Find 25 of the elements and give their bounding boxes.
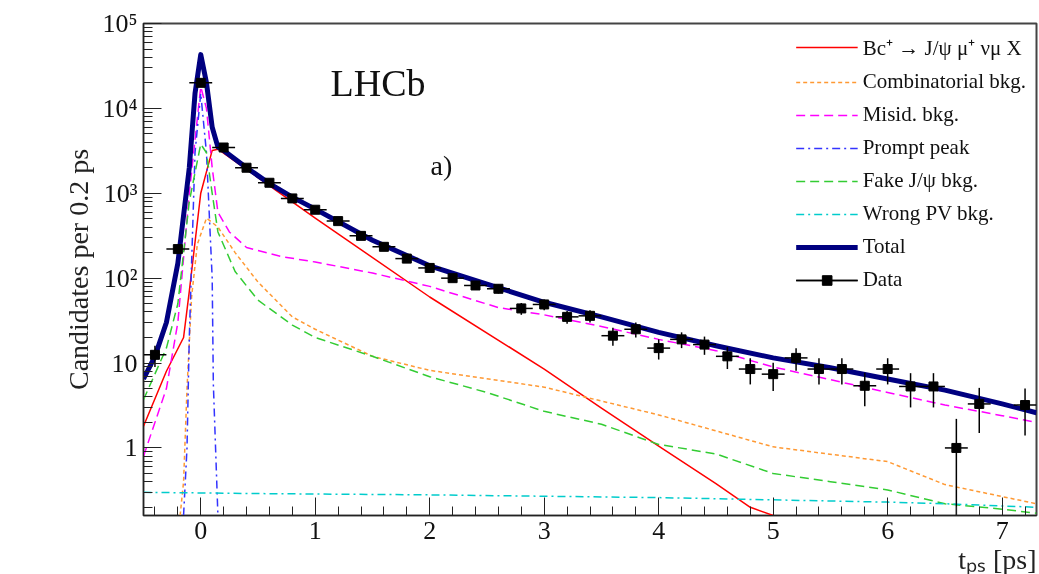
y-tick-label: 10⁴ xyxy=(102,93,138,123)
y-tick-label: 10² xyxy=(103,263,138,293)
x-tick-label: 4 xyxy=(652,515,666,545)
x-tick-label: 7 xyxy=(995,515,1009,545)
x-tick-label: 2 xyxy=(423,515,437,545)
legend-label: Combinatorial bkg. xyxy=(862,69,1026,94)
annotation: LHCb xyxy=(330,61,426,104)
legend-label: Prompt peak xyxy=(862,135,970,160)
legend-label: Fake J/ψ bkg. xyxy=(862,168,978,193)
legend-label: Wrong PV bkg. xyxy=(862,201,994,226)
x-tick-label: 5 xyxy=(766,515,780,545)
x-tick-label: 6 xyxy=(881,515,895,545)
y-tick-label: 10⁵ xyxy=(102,9,138,38)
legend-label: Data xyxy=(862,267,903,292)
x-tick-label: 0 xyxy=(194,515,208,545)
legend-label: Misid. bkg. xyxy=(862,102,959,127)
annotation: a) xyxy=(430,149,453,181)
y-tick-label: 1 xyxy=(124,433,138,463)
y-tick-label: 10³ xyxy=(103,178,138,208)
y-axis-title: Candidates per 0.2 ps xyxy=(63,148,95,391)
legend-label: Bc⁺ → J/ψ μ⁺ νμ X xyxy=(862,35,1022,61)
x-tick-label: 1 xyxy=(308,515,322,545)
legend-label: Total xyxy=(862,234,906,259)
x-tick-label: 3 xyxy=(537,515,551,545)
y-tick-label: 10 xyxy=(111,348,138,378)
